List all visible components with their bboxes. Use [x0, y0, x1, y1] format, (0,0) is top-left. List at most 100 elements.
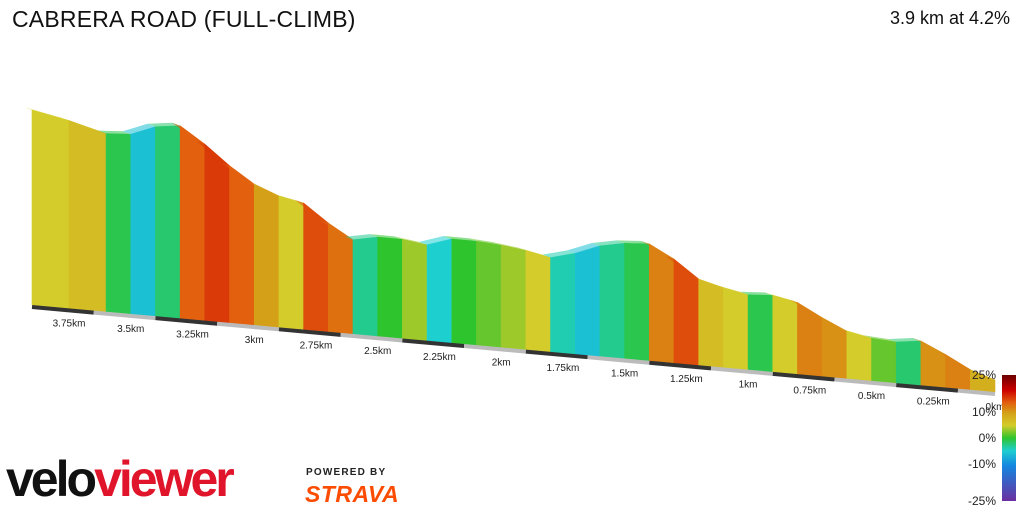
gradient-band-top	[641, 240, 674, 260]
gradient-band-top	[468, 238, 502, 246]
gradient-band-top	[24, 107, 70, 121]
gradient-band-top	[814, 314, 847, 332]
distance-tick-label: 1.25km	[670, 374, 703, 385]
gradient-band-top	[616, 240, 650, 244]
distance-tick-label: 0.75km	[793, 385, 826, 396]
gradient-band	[476, 240, 502, 348]
road-segment	[93, 310, 156, 321]
gradient-band-top	[61, 117, 107, 134]
gradient-band	[846, 330, 872, 382]
legend-color-bar	[1002, 375, 1016, 501]
gradient-band	[179, 125, 206, 321]
legend-tick-label: -10%	[968, 457, 996, 471]
gradient-band	[105, 133, 132, 315]
gradient-band-top	[172, 122, 205, 145]
logo-viewer: viewer	[94, 451, 235, 507]
climb-summary: 3.9 km at 4.2%	[889, 8, 1010, 28]
gradient-band	[328, 222, 354, 335]
legend-tick-label: 10%	[972, 405, 996, 419]
gradient-band-top	[888, 338, 921, 343]
distance-tick-label: 1km	[739, 380, 758, 391]
gradient-band-top	[295, 200, 329, 224]
gradient-band-top	[270, 192, 304, 204]
distance-tick-label: 2.25km	[423, 352, 456, 363]
road-segment	[896, 383, 959, 393]
gradient-band	[772, 295, 798, 375]
veloviewer-logo[interactable]: veloviewer	[6, 451, 235, 507]
distance-axis	[31, 305, 996, 396]
gradient-band-top	[419, 236, 452, 245]
gradient-band-top	[912, 338, 946, 355]
road-segment	[772, 371, 835, 382]
gradient-band	[895, 340, 922, 386]
gradient-band	[426, 238, 453, 344]
distance-tick-label: 2.75km	[300, 341, 333, 352]
distance-tick-label: 3.25km	[176, 330, 209, 341]
gradient-band	[624, 243, 650, 362]
gradient-band	[278, 195, 304, 330]
gradient-band-top	[715, 284, 749, 295]
road-segment	[155, 316, 218, 326]
distance-tick-label: 2.5km	[364, 346, 391, 357]
gradient-band	[500, 244, 527, 350]
gradient-band	[821, 317, 848, 379]
road-segment	[957, 388, 996, 396]
road-segment	[710, 366, 773, 376]
gradient-band-top	[666, 256, 699, 280]
gradient-band-top	[740, 291, 773, 296]
gradient-band-top	[542, 250, 576, 258]
gradient-band	[204, 143, 230, 324]
gradient-band	[649, 243, 675, 364]
strava-logo[interactable]: STRAVA	[305, 481, 400, 507]
road-segment	[587, 355, 650, 365]
powered-by-label: POWERED BY	[306, 467, 387, 478]
gradient-band-top	[690, 276, 724, 288]
gradient-band	[698, 278, 724, 368]
gradient-band	[253, 183, 280, 328]
road-segment	[278, 327, 341, 337]
gradient-band-top	[493, 242, 526, 251]
gradient-band	[871, 337, 897, 384]
gradient-bands	[24, 107, 996, 393]
gradient-band-top	[122, 123, 156, 135]
distance-tick-label: 0km	[986, 402, 1005, 413]
gradient-band	[747, 294, 774, 373]
gradient-color-legend: 25% 10% 0% -10% -25%	[968, 368, 1016, 508]
gradient-band	[574, 245, 601, 357]
gradient-band	[451, 238, 477, 346]
distance-tick-label: 0.25km	[917, 396, 950, 407]
gradient-band	[723, 287, 749, 371]
legend-tick-label: 0%	[979, 431, 997, 445]
gradient-band	[377, 236, 403, 339]
road-segment	[834, 377, 897, 388]
gradient-band-top	[196, 141, 230, 166]
gradient-band-top	[517, 247, 551, 258]
distance-tick-label: 2km	[492, 357, 511, 368]
road-segment	[402, 338, 465, 349]
distance-tick-label: 3km	[245, 335, 264, 346]
logo-velo: velo	[6, 451, 97, 507]
distance-tick-labels: 3.75km 3.5km 3.25km 3km 2.75km 2.5km 2.25km 2km…	[53, 318, 1005, 413]
gradient-band	[229, 165, 255, 326]
gradient-band-top	[937, 351, 971, 370]
gradient-band-top	[863, 335, 897, 343]
gradient-band-top	[345, 234, 378, 240]
gradient-band-top	[320, 220, 353, 240]
gradient-band-top	[147, 122, 181, 127]
distance-tick-label: 1.5km	[611, 369, 638, 380]
page-title: CABRERA ROAD (FULL-CLIMB)	[12, 6, 356, 32]
distance-tick-label: 3.75km	[53, 318, 86, 329]
gradient-band-top	[764, 292, 798, 303]
road-segment	[217, 321, 280, 332]
gradient-band-top	[246, 181, 279, 196]
road-segment	[649, 360, 712, 371]
gradient-band-top	[838, 328, 872, 339]
gradient-band-top	[394, 236, 428, 245]
gradient-band-top	[591, 240, 625, 246]
distance-tick-label: 0.5km	[858, 391, 885, 402]
gradient-band-top	[567, 242, 600, 254]
gradient-band	[673, 258, 699, 366]
gradient-band	[130, 126, 156, 317]
gradient-band	[352, 236, 378, 337]
